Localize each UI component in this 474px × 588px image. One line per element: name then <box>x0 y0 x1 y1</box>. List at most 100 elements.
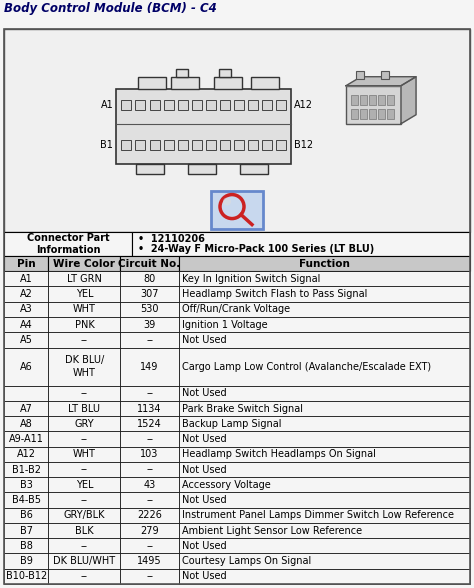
Text: --: -- <box>146 335 153 345</box>
Text: Pin: Pin <box>17 259 36 269</box>
Text: B1-B2: B1-B2 <box>12 465 41 475</box>
Bar <box>179 256 470 271</box>
Bar <box>48 317 120 332</box>
Text: Not Used: Not Used <box>182 541 227 551</box>
Bar <box>387 95 394 105</box>
Text: B1: B1 <box>100 140 113 150</box>
Text: B9: B9 <box>20 556 33 566</box>
Text: 2226: 2226 <box>137 510 162 520</box>
Bar <box>120 569 179 584</box>
Text: 103: 103 <box>140 449 159 459</box>
Text: DK BLU/
WHT: DK BLU/ WHT <box>65 355 104 378</box>
Bar <box>136 101 146 111</box>
Text: 39: 39 <box>144 320 156 330</box>
Text: --: -- <box>146 572 153 582</box>
Text: --: -- <box>81 434 88 444</box>
Text: Body Control Module (BCM) - C4: Body Control Module (BCM) - C4 <box>4 2 217 15</box>
Text: GRY/BLK: GRY/BLK <box>64 510 105 520</box>
Bar <box>179 401 470 416</box>
Text: Connector Part Information: Connector Part Information <box>27 233 109 255</box>
Bar <box>120 286 179 302</box>
Bar <box>149 101 160 111</box>
Text: --: -- <box>81 388 88 398</box>
Text: Ignition 1 Voltage: Ignition 1 Voltage <box>182 320 267 330</box>
Text: A1: A1 <box>20 274 33 284</box>
Bar <box>4 286 48 302</box>
Bar <box>4 553 48 569</box>
Text: --: -- <box>81 335 88 345</box>
Bar <box>121 140 131 150</box>
Bar <box>120 386 179 401</box>
Text: A1: A1 <box>100 101 113 111</box>
Bar <box>248 101 258 111</box>
Bar <box>137 163 164 173</box>
Bar <box>381 71 389 79</box>
Text: A2: A2 <box>20 289 33 299</box>
Text: --: -- <box>146 541 153 551</box>
Bar <box>48 332 120 348</box>
Bar <box>251 77 279 89</box>
Bar <box>48 302 120 317</box>
Text: Headlamp Switch Headlamps On Signal: Headlamp Switch Headlamps On Signal <box>182 449 375 459</box>
Bar <box>219 69 231 77</box>
Text: 1524: 1524 <box>137 419 162 429</box>
Text: 43: 43 <box>144 480 156 490</box>
Bar <box>120 507 179 523</box>
Circle shape <box>223 198 231 206</box>
Bar <box>378 95 385 105</box>
Bar <box>4 302 48 317</box>
Text: A12: A12 <box>17 449 36 459</box>
Text: Circuit No.: Circuit No. <box>118 259 181 269</box>
Bar <box>179 348 470 386</box>
Bar <box>120 416 179 432</box>
Text: B7: B7 <box>19 526 33 536</box>
Bar <box>179 302 470 317</box>
Bar <box>120 317 179 332</box>
Bar <box>179 416 470 432</box>
Bar <box>179 569 470 584</box>
Bar <box>378 109 385 119</box>
Bar <box>4 416 48 432</box>
Bar <box>48 447 120 462</box>
Bar <box>48 507 120 523</box>
Bar <box>132 232 470 256</box>
Text: Cargo Lamp Low Control (Avalanche/Escalade EXT): Cargo Lamp Low Control (Avalanche/Escala… <box>182 362 431 372</box>
Text: A12: A12 <box>294 101 313 111</box>
Bar <box>48 538 120 553</box>
Text: A8: A8 <box>20 419 33 429</box>
Text: 279: 279 <box>140 526 159 536</box>
Bar <box>120 332 179 348</box>
Bar <box>48 348 120 386</box>
Text: BLK: BLK <box>75 526 94 536</box>
Text: WHT: WHT <box>73 305 96 315</box>
Bar <box>179 493 470 507</box>
Text: Ambient Light Sensor Low Reference: Ambient Light Sensor Low Reference <box>182 526 362 536</box>
Text: Wire Color: Wire Color <box>54 259 115 269</box>
Bar <box>4 432 48 447</box>
Bar <box>48 553 120 569</box>
Bar <box>179 432 470 447</box>
Text: Backup Lamp Signal: Backup Lamp Signal <box>182 419 281 429</box>
Text: --: -- <box>146 434 153 444</box>
Bar <box>164 140 173 150</box>
Bar <box>4 538 48 553</box>
Bar <box>206 140 216 150</box>
Bar <box>262 140 272 150</box>
Bar <box>120 348 179 386</box>
Text: 307: 307 <box>140 289 159 299</box>
Bar <box>4 232 132 256</box>
Bar <box>179 477 470 493</box>
Bar <box>179 507 470 523</box>
Bar <box>4 447 48 462</box>
Bar <box>171 77 200 89</box>
Bar <box>214 77 242 89</box>
Bar <box>176 69 188 77</box>
Text: 149: 149 <box>140 362 159 372</box>
Bar <box>120 493 179 507</box>
Polygon shape <box>346 76 416 86</box>
Text: 1495: 1495 <box>137 556 162 566</box>
Bar <box>179 271 470 286</box>
Text: --: -- <box>81 541 88 551</box>
Bar <box>356 71 364 79</box>
Bar <box>206 101 216 111</box>
